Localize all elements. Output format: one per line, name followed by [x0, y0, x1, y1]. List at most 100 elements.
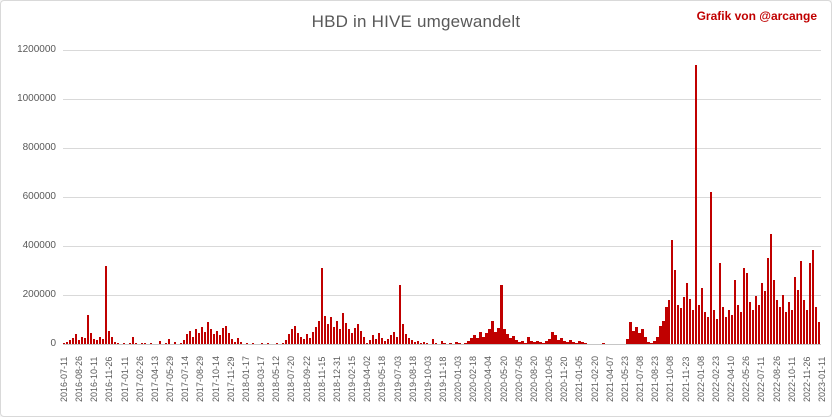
bar	[548, 339, 551, 344]
bar	[230, 339, 234, 344]
bar	[86, 315, 90, 344]
x-axis-tick-label: 2022-11-26	[801, 356, 812, 402]
bar	[725, 317, 728, 344]
x-axis-tick-label: 2019-07-03	[392, 355, 403, 402]
bar	[578, 341, 581, 344]
bar	[63, 343, 66, 344]
bar	[377, 333, 380, 344]
bar	[473, 335, 476, 344]
bar	[122, 343, 126, 344]
x-axis-tick-label: 2020-08-20	[528, 355, 539, 402]
x-axis-tick-label: 2017-10-14	[210, 355, 221, 402]
bar	[758, 305, 761, 344]
x-axis-tick-label: 2020-11-20	[559, 356, 570, 402]
y-axis-tick-label: 200000	[22, 289, 56, 300]
bar	[311, 332, 314, 344]
bar	[374, 339, 377, 344]
bar	[239, 342, 243, 344]
bar	[635, 327, 638, 344]
bar	[509, 338, 512, 344]
x-axis-tick-label: 2016-08-26	[74, 355, 85, 402]
gridline	[63, 246, 821, 247]
bar	[698, 305, 701, 344]
x-axis-tick-label: 2018-07-20	[286, 355, 297, 402]
bar	[164, 343, 168, 344]
bar	[641, 329, 644, 344]
bar	[800, 261, 803, 344]
bar	[662, 321, 665, 344]
bar	[716, 319, 719, 344]
bar	[782, 295, 785, 344]
bar	[512, 336, 515, 344]
bar	[551, 332, 554, 344]
bar	[476, 338, 479, 344]
bar	[575, 343, 578, 344]
bar	[770, 234, 773, 344]
bar	[554, 335, 557, 344]
bar	[467, 341, 470, 344]
bar	[683, 297, 686, 344]
bar	[503, 329, 506, 344]
bar	[626, 339, 629, 344]
bar	[188, 331, 192, 344]
bar	[806, 310, 809, 344]
x-axis-tick-label: 2023-01-11	[817, 356, 827, 402]
x-axis-tick-label: 2017-07-14	[180, 355, 191, 402]
bar	[728, 310, 731, 344]
bar	[746, 273, 749, 344]
bar	[131, 337, 135, 344]
bar	[656, 337, 659, 344]
bar	[329, 317, 332, 344]
bar	[458, 343, 461, 344]
bar	[710, 192, 713, 344]
bar	[245, 343, 249, 344]
bar	[65, 342, 69, 344]
bar	[80, 337, 84, 344]
bar	[335, 321, 338, 344]
bar	[341, 313, 344, 344]
bar	[542, 343, 545, 344]
bar	[572, 342, 575, 344]
bar	[143, 343, 147, 344]
bar	[71, 338, 75, 344]
bar	[302, 339, 305, 344]
x-axis-tick-label: 2016-07-11	[59, 356, 69, 402]
x-axis-tick-label: 2021-11-23	[680, 356, 691, 402]
bar	[182, 340, 186, 344]
bar	[173, 342, 177, 344]
bar	[92, 339, 96, 344]
x-axis-tick-label: 2020-01-03	[453, 355, 464, 402]
x-axis-tick-label: 2018-03-17	[256, 355, 267, 402]
bar	[482, 337, 485, 344]
x-axis-tick-label: 2018-11-15	[316, 356, 327, 402]
x-axis-tick-label: 2016-11-26	[104, 356, 115, 402]
credit-label: Grafik von @arcange	[696, 9, 817, 23]
x-axis-tick-label: 2016-10-11	[89, 356, 100, 402]
bar	[545, 341, 548, 344]
bar	[134, 343, 138, 344]
bar	[95, 340, 99, 344]
bar	[677, 305, 680, 344]
bar	[185, 334, 189, 344]
bar	[251, 343, 255, 344]
bar	[326, 324, 329, 344]
bar	[644, 337, 647, 344]
bar	[668, 300, 671, 344]
bar	[383, 341, 386, 344]
bar	[812, 250, 815, 344]
bar	[680, 308, 683, 344]
bar	[203, 332, 207, 344]
y-axis-tick-label: 1000000	[17, 93, 56, 104]
bar	[197, 333, 201, 344]
gridline	[63, 99, 821, 100]
bar	[818, 322, 821, 344]
x-axis-tick-label: 2022-01-08	[695, 355, 706, 402]
bar	[584, 343, 587, 344]
x-axis-tick-label: 2021-07-08	[635, 355, 646, 402]
bar	[773, 280, 776, 344]
bar	[713, 310, 716, 344]
bar	[497, 328, 500, 344]
bar	[320, 268, 323, 344]
bar	[704, 312, 707, 344]
